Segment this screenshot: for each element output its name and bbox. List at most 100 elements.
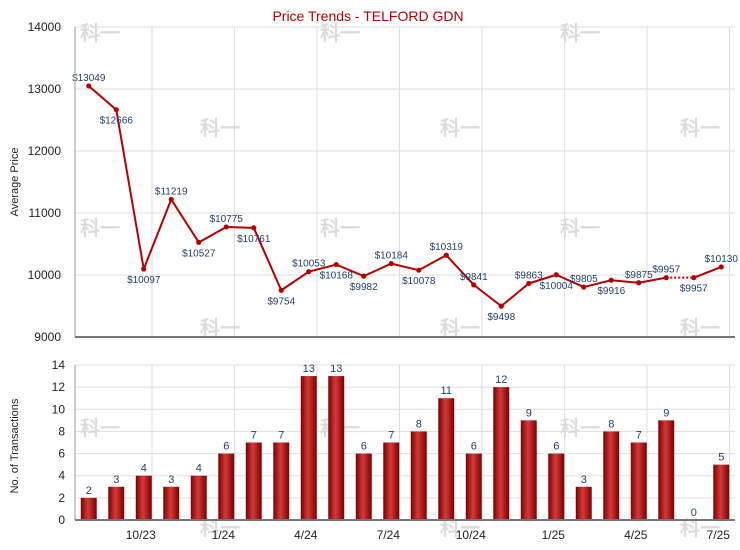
transaction-bar [603,431,620,520]
price-value-label: $12666 [100,116,134,127]
price-line-segment [308,263,337,273]
x-tick-label: 10/23 [126,528,156,542]
x-tick-label: 7/24 [377,528,401,542]
price-point [443,252,449,258]
transaction-bar [355,453,372,520]
bar-value-label: 11 [441,385,452,397]
bar-value-label: 8 [608,418,614,430]
price-value-label: $9957 [652,265,680,276]
price-line-segment [418,254,447,272]
transaction-bar [383,442,400,520]
price-point [526,280,532,287]
bar-value-label: 13 [330,363,342,375]
price-line-segment [555,273,585,289]
transactions-y-tick-label: 0 [58,513,65,527]
price-line-segment [280,270,310,292]
price-plot-grid: 9000 10000 11000 12000 13000 14000 [28,20,735,344]
watermark-text: 科一 [80,21,120,45]
price-point [113,107,119,113]
price-point [636,280,642,286]
watermark-text: 科一 [560,416,600,440]
price-value-label: $10527 [182,248,216,259]
price-point [223,224,229,230]
price-point [581,284,587,290]
transaction-bar [328,376,345,520]
transaction-bar [493,387,510,520]
transaction-bar [218,453,235,520]
price-point [86,83,92,89]
bar-value-label: 3 [581,474,587,486]
transactions-y-tick-label: 10 [52,402,66,416]
bar-value-label: 7 [388,430,394,442]
transactions-y-tick-label: 2 [58,491,65,505]
watermark-text: 科一 [560,21,600,45]
transaction-bar [438,398,455,520]
watermark-text: 科一 [440,116,480,140]
price-value-label: $10319 [430,242,464,253]
bar-value-label: 6 [223,441,229,453]
price-value-label: $10130 [705,254,739,265]
bar-value-label: 4 [196,463,202,475]
transaction-bar [190,475,207,520]
price-y-tick-label: 11000 [29,206,62,220]
price-point [388,260,394,267]
price-line-segment [170,198,200,243]
price-point [553,272,559,278]
chart-title: Price Trends - TELFORD GDN [272,8,463,24]
x-tick-label: 10/24 [456,528,486,542]
price-y-tick-label: 10000 [28,268,62,282]
price-value-label: $11219 [155,186,188,197]
price-point [718,264,724,270]
price-value-label: $10004 [540,281,574,292]
transaction-bars: 2 3 4 3 4 6 7 7 13 13 6 7 8 11 6 12 9 6 3 8 7 9 0 5 [80,363,730,520]
price-value-label: $9916 [597,286,625,297]
transaction-bar [300,376,317,520]
price-line-segment [142,199,173,270]
bar-value-label: 12 [495,374,507,386]
transaction-bar [273,442,290,520]
transaction-bar [548,453,565,520]
price-line-segment [693,266,722,279]
bar-value-label: 9 [526,407,532,419]
price-value-label: $10168 [320,271,354,282]
transaction-bar [245,442,262,520]
watermark-layer: 科一科一科一科一科一科一科一科一科一科一科一科一科一科一科一科一科一科一 [80,21,720,540]
transactions-y-tick-label: 6 [58,447,65,461]
bar-value-label: 6 [471,441,477,453]
bar-value-label: 3 [168,474,174,486]
price-value-label: $9982 [350,282,378,293]
bar-value-label: 7 [251,430,257,442]
x-tick-label: 7/25 [707,528,731,542]
price-y-tick-label: 13000 [28,82,62,96]
bar-value-label: 8 [416,418,422,430]
price-value-label: $10053 [292,259,326,270]
price-value-label: $10184 [375,251,409,262]
price-line-segment [473,284,502,307]
price-point [168,196,174,203]
price-value-label: $9957 [680,284,708,295]
price-value-label: $9863 [515,270,543,281]
price-line-segment [500,282,530,307]
bar-value-label: 7 [636,430,642,442]
bar-value-label: 5 [718,452,724,464]
transaction-bar [80,497,97,520]
price-value-label: $9805 [570,274,598,285]
x-tick-label: 4/25 [624,528,648,542]
watermark-text: 科一 [680,116,720,140]
price-point [141,266,147,272]
price-line-segment [638,276,667,284]
price-y-axis-label: Average Price [9,148,21,217]
price-line-segment [335,263,365,278]
transaction-bar [575,486,592,520]
bar-value-label: 13 [303,363,315,375]
price-y-tick-label: 9000 [34,330,61,344]
price-value-label: $9754 [267,296,295,307]
watermark-text: 科一 [200,116,240,140]
price-point [196,239,202,245]
price-line-segment [198,226,227,244]
price-line-segment [115,109,145,270]
transaction-bar [630,442,647,520]
bar-value-label: 6 [361,441,367,453]
price-point [333,261,339,268]
